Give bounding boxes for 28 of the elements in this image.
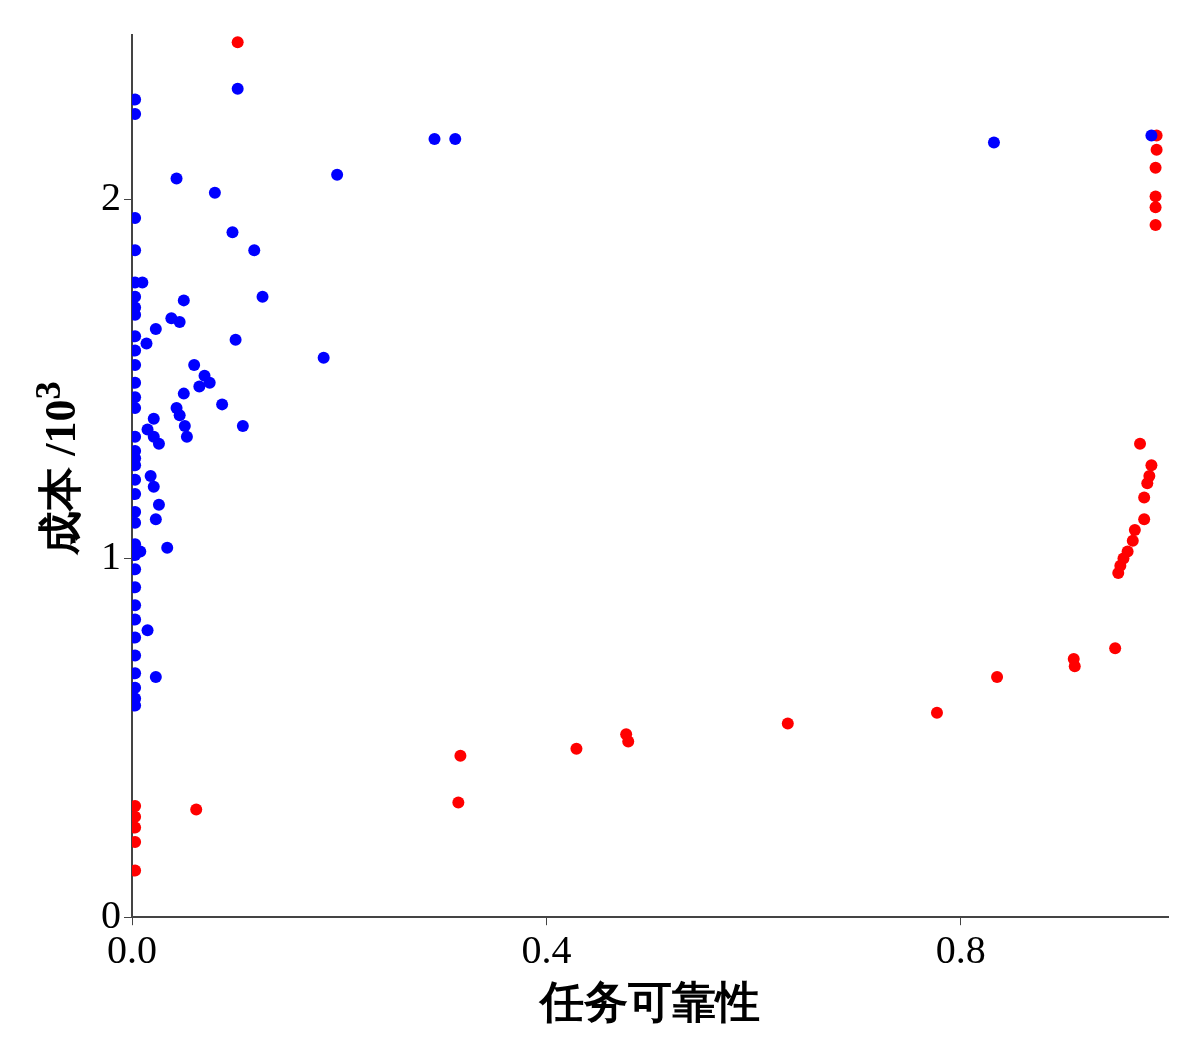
point xyxy=(231,36,244,49)
point xyxy=(570,742,583,755)
point xyxy=(1141,477,1154,490)
x-tick-label: 0.4 xyxy=(521,926,572,972)
point xyxy=(1149,201,1162,214)
y-tick-label: 1 xyxy=(101,533,121,579)
point xyxy=(1134,437,1147,450)
point xyxy=(1138,513,1151,526)
point xyxy=(1145,459,1158,472)
point xyxy=(454,749,467,762)
y-tick-label: 0 xyxy=(101,891,121,937)
y-tick-label: 2 xyxy=(101,174,121,220)
point xyxy=(1149,219,1162,232)
point xyxy=(190,803,203,816)
point xyxy=(1126,534,1139,547)
point xyxy=(781,717,794,730)
point xyxy=(1149,190,1162,203)
point xyxy=(622,735,635,748)
point xyxy=(1109,642,1122,655)
point xyxy=(452,796,465,809)
x-axis-title: 任务可靠性 xyxy=(538,977,760,1027)
point xyxy=(991,670,1004,683)
point xyxy=(930,706,943,719)
point xyxy=(1138,491,1151,504)
point xyxy=(1149,161,1162,174)
point xyxy=(1128,523,1141,536)
point xyxy=(1150,143,1163,156)
x-tick-label: 0.8 xyxy=(935,926,986,972)
